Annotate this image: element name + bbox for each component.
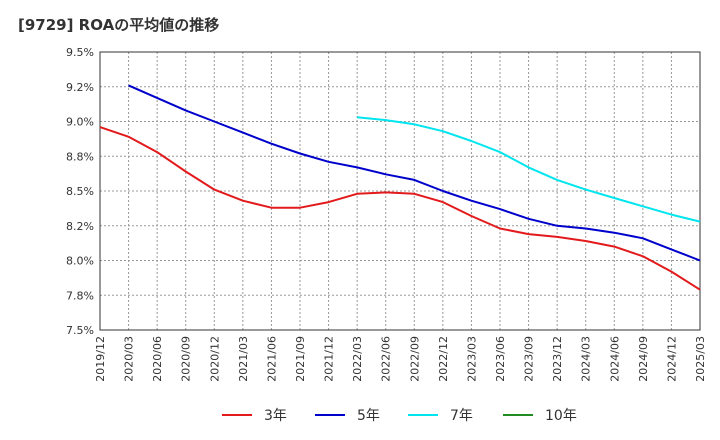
x-tick-label: 2022/06 — [380, 336, 393, 382]
series-line-7年 — [357, 116, 701, 223]
y-tick-label: 9.0% — [66, 116, 94, 129]
legend-label: 10年 — [545, 408, 577, 424]
y-tick-label: 9.2% — [66, 81, 94, 94]
legend: 3年 5年 7年 10年 — [222, 408, 577, 424]
axis-layer: 7.5% 7.8% 8.0% 8.2% 8.5% 8.8% 9.0% 9.2% 9.5% 2019… — [66, 46, 707, 382]
x-tick-label: 2024/12 — [665, 336, 678, 382]
y-tick-label: 7.8% — [66, 289, 94, 302]
y-tick-label: 8.5% — [66, 185, 94, 198]
plot-frame — [99, 51, 701, 331]
x-tick-label: 2022/12 — [437, 336, 450, 382]
x-tick-label: 2020/09 — [180, 336, 193, 382]
x-tick-label: 2021/09 — [294, 336, 307, 382]
series-line-5年 — [128, 84, 701, 262]
x-tick-label: 2024/03 — [580, 336, 593, 382]
y-tick-label: 8.2% — [66, 220, 94, 233]
x-tick-label: 2024/09 — [637, 336, 650, 382]
x-tick-label: 2022/03 — [351, 336, 364, 382]
x-tick-label: 2022/09 — [408, 336, 421, 382]
x-tick-label: 2020/06 — [151, 336, 164, 382]
x-tick-label: 2020/03 — [123, 336, 136, 382]
x-tick-label: 2021/12 — [323, 336, 336, 382]
y-tick-label: 8.8% — [66, 150, 94, 163]
x-tick-label: 2024/06 — [608, 336, 621, 382]
legend-label: 7年 — [450, 408, 473, 424]
x-tick-label: 2021/06 — [265, 336, 278, 382]
y-tick-label: 9.5% — [66, 46, 94, 59]
legend-label: 3年 — [264, 408, 287, 424]
x-tick-label: 2023/12 — [551, 336, 564, 382]
x-tick-label: 2023/09 — [523, 336, 536, 382]
series-line-3年 — [99, 126, 701, 291]
y-tick-label: 8.0% — [66, 255, 94, 268]
x-tick-label: 2021/03 — [237, 336, 250, 382]
legend-label: 5年 — [357, 408, 380, 424]
y-tick-label: 7.5% — [66, 324, 94, 337]
chart-title: [9729] ROAの平均値の推移 — [18, 16, 220, 34]
x-tick-label: 2020/12 — [208, 336, 221, 382]
series-layer — [99, 84, 701, 291]
x-tick-label: 2019/12 — [94, 336, 107, 382]
grid-layer — [99, 51, 701, 331]
x-tick-label: 2025/03 — [694, 336, 707, 382]
x-tick-label: 2023/03 — [465, 336, 478, 382]
x-tick-label: 2023/06 — [494, 336, 507, 382]
